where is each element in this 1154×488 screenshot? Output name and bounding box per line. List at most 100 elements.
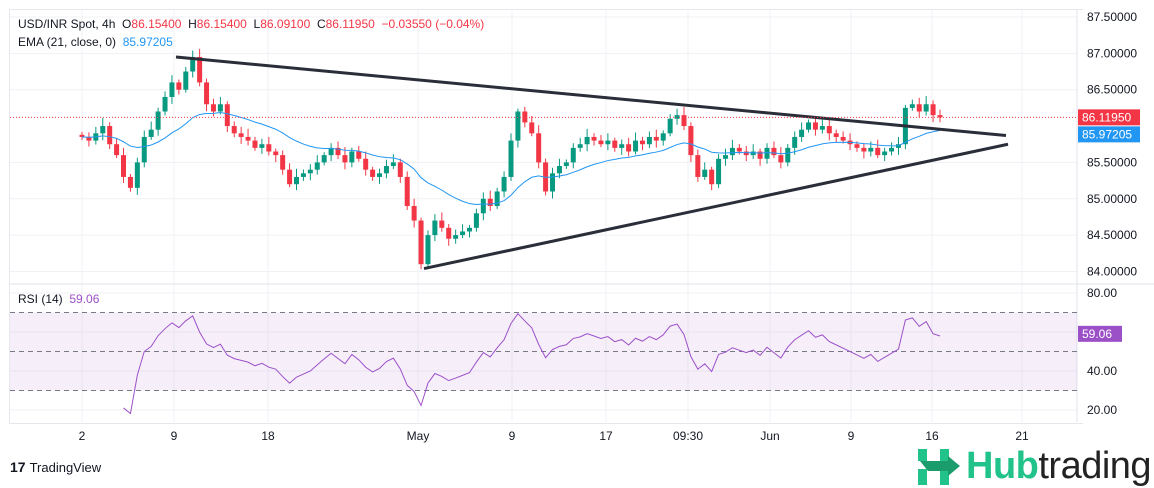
candle-body [501,176,507,192]
close-value: 86.11950 [325,17,375,31]
candle-body [882,151,888,156]
candle-body [273,151,279,156]
candle-body [197,56,203,83]
rsi-badge-bg [1078,325,1122,342]
time-tick-label: 9 [171,429,178,443]
candle-body [591,136,597,141]
candle-body [86,136,92,141]
candle-body [612,140,618,148]
candle-body [114,144,120,156]
candle-body [494,191,500,207]
hubtrading-icon [918,448,960,485]
low-value: 86.09100 [260,17,311,31]
candle-body [909,104,915,108]
candle-body [487,198,493,207]
ema-legend: EMA (21, close, 0) 85.97205 [18,35,173,49]
candle-body [729,147,735,156]
candle-body [127,176,133,188]
price-tick-label: 84.50000 [1087,228,1137,242]
candle-body [300,173,306,177]
candle-body [937,115,943,118]
candle-body [819,126,825,130]
trading-text: trading [1038,445,1152,487]
candle-body [550,173,556,192]
candle-body [134,162,140,188]
price-tick-label: 87.50000 [1087,10,1137,24]
candle-body [529,122,535,134]
candle-body [619,144,625,148]
time-tick-label: 9 [509,429,516,443]
candle-body [916,104,922,112]
rsi-tick-label: 20.00 [1087,403,1117,417]
candle-body [806,122,812,130]
rsi-line [123,312,941,415]
candle-body [418,220,424,265]
candle-body [121,155,127,177]
ema-badge-bg [1078,126,1140,143]
candle-body [930,104,936,116]
tradingview-text: TradingView [29,459,102,475]
rsi-legend: RSI (14) 59.06 [18,292,99,306]
hubtrading-logo: Hub trading [918,445,1152,488]
candle-body [639,140,645,145]
time-tick-label: 18 [261,429,275,443]
candle-body [176,82,182,90]
tradingview-icon: 17 [10,459,26,475]
trendline-upper [175,55,1007,137]
candle-body [148,129,154,137]
candle-body [217,104,223,112]
candle-body [660,133,666,141]
candle-body [183,71,189,90]
rsi-label: RSI (14) [18,292,63,306]
candle-body [702,169,708,177]
candle-body [473,213,479,228]
ema-badge: 85.97205 [1082,127,1132,141]
price-tick-label: 84.00000 [1087,264,1137,278]
candle-body [681,115,687,127]
candle-body [328,147,334,156]
trendline-lower [423,142,1009,271]
candle-body [778,155,784,163]
candle-body [923,104,929,112]
candle-body [792,136,798,148]
candle-body [508,140,514,177]
tradingview-logo[interactable]: 17 TradingView [10,459,101,475]
candle-body [875,147,881,156]
time-tick-label: May [407,429,430,443]
candle-body [349,151,355,163]
candle-body [259,144,265,148]
candle-body [397,162,403,177]
candle-body [736,147,742,152]
time-tick-label: 17 [599,429,613,443]
candle-body [577,144,583,148]
ema-label: EMA (21, close, 0) [18,35,117,49]
candle-body [169,82,175,97]
candle-body [861,147,867,152]
time-tick-label: 2 [79,429,86,443]
open-value: 86.15400 [131,17,182,31]
change-value: −0.03550 (−0.04%) [381,17,485,31]
symbol-title: USD/INR Spot, 4h [18,17,116,31]
candle-body [453,235,459,239]
candle-body [383,166,389,174]
time-tick-label: Jun [760,429,779,443]
time-tick-label: 09:30 [673,429,703,443]
candle-body [626,144,632,152]
candle-body [342,155,348,163]
candle-body [667,118,673,134]
candle-body [432,220,438,236]
candle-body [245,136,251,141]
candle-body [556,166,562,174]
candle-body [155,111,161,130]
candle-body [460,231,466,236]
candle-body [723,155,728,159]
candle-body [674,115,680,119]
candle-body [266,144,272,152]
candle-body [833,133,839,137]
candle-body [688,126,694,156]
candle-body [868,147,874,152]
candle-body [563,162,569,167]
candle-body [743,151,749,156]
candle-body [370,169,376,177]
